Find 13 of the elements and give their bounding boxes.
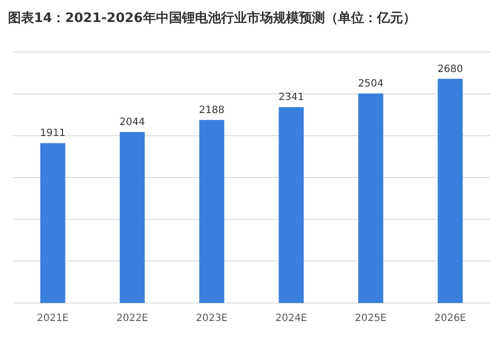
data-label: 2188 (199, 104, 224, 116)
xtick: 2026E (434, 313, 466, 324)
xtick: 2024E (275, 313, 308, 324)
xtick: 2025E (354, 313, 387, 324)
xtick: 2022E (116, 313, 148, 324)
title: 图表14：2021-2026年中国锂电池行业市场规模预测（单位：亿元） (8, 11, 416, 26)
data-label: 2680 (438, 64, 463, 75)
xtick: 2021E (36, 313, 69, 324)
data-label: 2504 (358, 78, 384, 90)
xtick: 2023E (196, 313, 228, 324)
data-label: 2341 (278, 92, 304, 104)
data-label: 2044 (120, 116, 145, 128)
data-label: 1911 (40, 128, 66, 140)
